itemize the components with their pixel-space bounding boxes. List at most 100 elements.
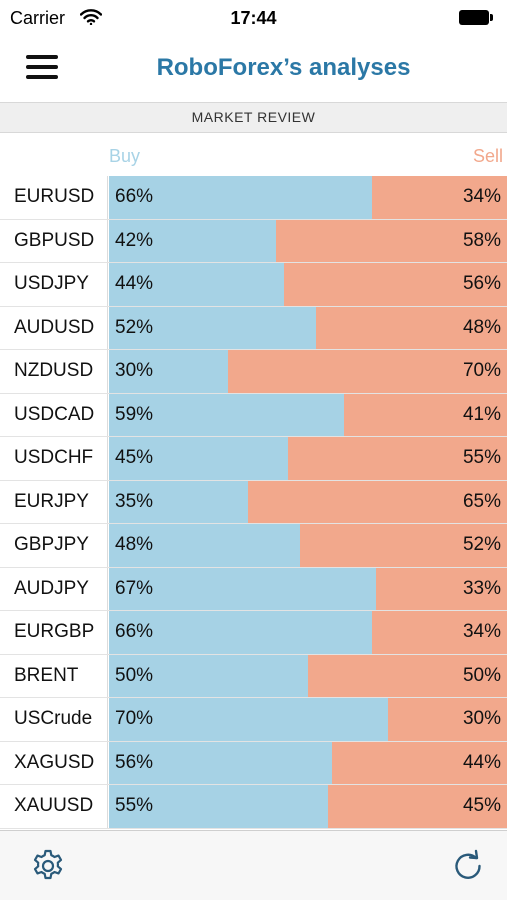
sentiment-bar: 70% 30% xyxy=(109,698,507,741)
symbol-label: AUDUSD xyxy=(0,306,108,349)
section-header: MARKET REVIEW xyxy=(0,102,507,133)
sentiment-row-eurgbp[interactable]: EURGBP 66% 34% xyxy=(0,611,507,655)
sell-percentage: 65% xyxy=(462,490,501,512)
sell-percentage: 55% xyxy=(462,447,501,468)
buy-fill xyxy=(109,306,316,349)
sell-percentage: 58% xyxy=(462,229,501,251)
status-bar: Carrier 17:44 xyxy=(0,0,507,36)
sentiment-row-xauusd[interactable]: XAUUSD 55% 45% xyxy=(0,785,507,829)
buy-percentage: 50% xyxy=(115,664,154,686)
buy-fill xyxy=(109,176,372,219)
sentiment-row-usdchf[interactable]: USDCHF 45% 55% xyxy=(0,437,507,481)
sentiment-row-usdcad[interactable]: USDCAD 59% 41% xyxy=(0,393,507,437)
sentiment-bar: 50% 50% xyxy=(109,654,507,697)
navigation-bar: RoboForex’s analyses xyxy=(0,36,507,102)
sentiment-bar: 59% 41% xyxy=(109,393,507,436)
sell-percentage: 70% xyxy=(462,360,501,381)
buy-fill xyxy=(109,263,285,306)
buy-fill xyxy=(109,393,344,436)
symbol-label: USDCHF xyxy=(0,437,108,480)
buy-fill xyxy=(109,785,328,828)
buy-percentage: 66% xyxy=(115,186,154,207)
sentiment-bar: 66% 34% xyxy=(109,176,507,219)
sentiment-row-uscrude[interactable]: USCrude 70% 30% xyxy=(0,698,507,742)
sentiment-row-gbpusd[interactable]: GBPUSD 42% 58% xyxy=(0,219,507,263)
hamburger-menu-icon[interactable] xyxy=(26,53,58,81)
buy-percentage: 55% xyxy=(115,795,154,816)
sell-percentage: 41% xyxy=(462,403,501,425)
sentiment-bar: 66% 34% xyxy=(109,611,507,654)
sentiment-row-brent[interactable]: BRENT 50% 50% xyxy=(0,654,507,698)
sentiment-bar: 42% 58% xyxy=(109,219,507,262)
buy-percentage: 70% xyxy=(115,708,154,729)
buy-fill xyxy=(109,219,277,262)
sentiment-bar: 52% 48% xyxy=(109,306,507,349)
symbol-label: USCrude xyxy=(0,698,108,741)
status-time: 17:44 xyxy=(230,8,277,28)
bottom-toolbar xyxy=(0,830,507,900)
buy-percentage: 30% xyxy=(115,360,154,381)
sentiment-bar: 35% 65% xyxy=(109,480,507,523)
sell-percentage: 30% xyxy=(462,708,501,729)
symbol-label: XAGUSD xyxy=(0,741,108,784)
sentiment-bar: 48% 52% xyxy=(109,524,507,567)
gear-icon[interactable] xyxy=(30,848,66,884)
sentiment-row-audjpy[interactable]: AUDJPY 67% 33% xyxy=(0,567,507,611)
sentiment-bar: 44% 56% xyxy=(109,263,507,306)
symbol-label: GBPUSD xyxy=(0,219,108,262)
buy-fill xyxy=(109,524,301,567)
buy-percentage: 44% xyxy=(115,273,154,294)
symbol-label: EURGBP xyxy=(0,611,108,654)
buy-fill xyxy=(109,611,372,654)
buy-fill xyxy=(109,567,376,610)
buy-percentage: 52% xyxy=(115,316,154,338)
sentiment-row-eurjpy[interactable]: EURJPY 35% 65% xyxy=(0,480,507,524)
buy-fill xyxy=(109,437,289,480)
sentiment-row-gbpjpy[interactable]: GBPJPY 48% 52% xyxy=(0,524,507,568)
symbol-label: EURJPY xyxy=(0,480,108,523)
buy-percentage: 42% xyxy=(115,229,154,251)
symbol-label: USDJPY xyxy=(0,263,108,306)
sentiment-row-eurusd[interactable]: EURUSD 66% 34% xyxy=(0,176,507,220)
sentiment-bar: 30% 70% xyxy=(109,350,507,393)
symbol-label: USDCAD xyxy=(0,393,108,436)
buy-percentage: 66% xyxy=(115,621,154,642)
sell-percentage: 33% xyxy=(462,577,501,599)
buy-fill xyxy=(109,741,332,784)
buy-fill xyxy=(109,350,229,393)
wifi-icon xyxy=(80,9,102,25)
sentiment-row-usdjpy[interactable]: USDJPY 44% 56% xyxy=(0,263,507,307)
sell-percentage: 34% xyxy=(462,621,501,642)
sentiment-bar: 67% 33% xyxy=(109,567,507,610)
buy-percentage: 67% xyxy=(115,577,154,599)
sentiment-bar: 55% 45% xyxy=(109,785,507,828)
buy-percentage: 56% xyxy=(115,751,154,773)
sell-percentage: 48% xyxy=(462,316,501,338)
sentiment-bar: 45% 55% xyxy=(109,437,507,480)
sentiment-row-nzdusd[interactable]: NZDUSD 30% 70% xyxy=(0,350,507,394)
sentiment-row-audusd[interactable]: AUDUSD 52% 48% xyxy=(0,306,507,350)
sell-percentage: 52% xyxy=(462,534,501,555)
page-title: RoboForex’s analyses xyxy=(156,54,411,81)
sell-column-header: Sell xyxy=(472,146,503,166)
buy-fill xyxy=(109,698,388,741)
battery-icon xyxy=(459,10,493,25)
symbol-label: GBPJPY xyxy=(0,524,108,567)
buy-percentage: 45% xyxy=(115,447,154,468)
carrier-label: Carrier xyxy=(10,8,66,28)
sell-percentage: 50% xyxy=(462,664,501,686)
sentiment-bar: 56% 44% xyxy=(109,741,507,784)
symbol-label: EURUSD xyxy=(0,176,108,219)
sentiment-row-xagusd[interactable]: XAGUSD 56% 44% xyxy=(0,741,507,785)
buy-percentage: 48% xyxy=(115,534,154,555)
buy-fill xyxy=(109,654,308,697)
buy-percentage: 35% xyxy=(115,490,154,512)
refresh-icon[interactable] xyxy=(450,848,486,884)
column-headers: Buy Sell xyxy=(0,134,507,176)
sell-percentage: 34% xyxy=(462,186,501,207)
sell-percentage: 45% xyxy=(462,795,501,816)
sell-percentage: 44% xyxy=(462,751,501,773)
sentiment-list: EURUSD 66% 34% GBPUSD 42% 58% USDJPY 44% 56% AUDU… xyxy=(0,176,507,829)
symbol-label: NZDUSD xyxy=(0,350,108,393)
symbol-label: BRENT xyxy=(0,654,108,697)
